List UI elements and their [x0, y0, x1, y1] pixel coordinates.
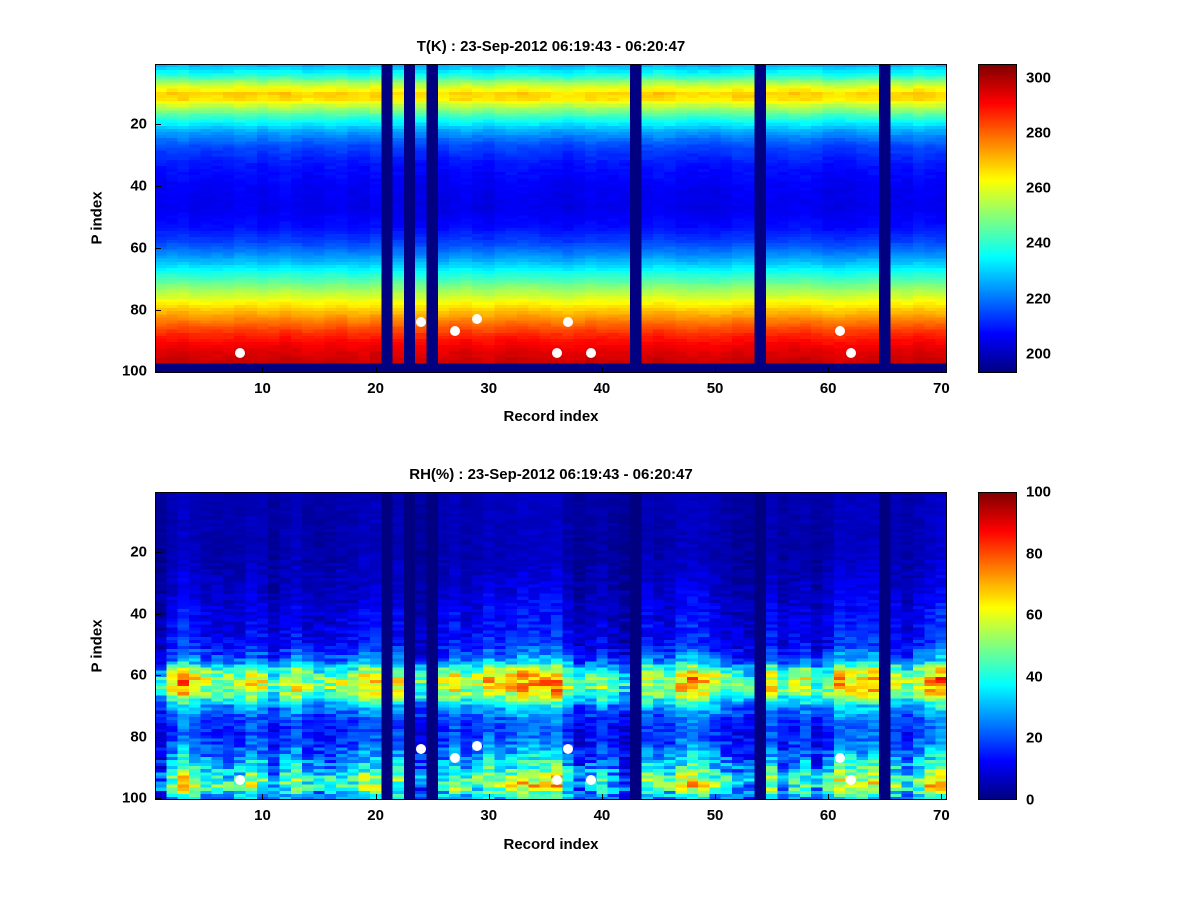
y-tick-label: 20 [130, 543, 147, 561]
data-marker [234, 347, 245, 358]
colorbar-tick-label: 60 [1026, 606, 1043, 624]
colorbar-tick-label: 220 [1026, 290, 1052, 307]
y-tick-mark [155, 124, 161, 126]
x-tick-label: 50 [706, 380, 724, 397]
data-marker [449, 753, 460, 764]
x-tick-mark [941, 367, 943, 373]
colorbar-tick-label: 300 [1026, 69, 1052, 87]
x-tick-label: 20 [367, 380, 384, 397]
y-tick-mark [155, 309, 161, 311]
x-tick-mark [375, 367, 377, 373]
x-tick-label: 70 [932, 807, 950, 824]
y-tick-label: 60 [130, 239, 147, 257]
x-tick-label: 10 [254, 807, 271, 824]
x-tick-label: 30 [480, 807, 498, 824]
y-tick-label: 80 [130, 728, 147, 746]
y-tick-mark [155, 186, 161, 188]
data-marker [551, 347, 562, 358]
x-tick-mark [941, 794, 943, 800]
x-tick-mark [828, 794, 830, 800]
x-tick-label: 50 [706, 807, 724, 824]
data-marker [449, 326, 460, 337]
temperature-heatmap-canvas [155, 64, 947, 373]
colorbar-tick-label: 280 [1026, 124, 1052, 142]
y-tick-label: 20 [130, 115, 147, 133]
colorbar-tick-label: 260 [1026, 179, 1052, 197]
y-tick-mark [155, 371, 161, 373]
y-tick-mark [155, 247, 161, 249]
data-marker [551, 774, 562, 785]
data-marker [585, 774, 596, 785]
x-tick-mark [262, 367, 264, 373]
humidity-heatmap-canvas [155, 492, 947, 800]
data-marker [585, 347, 596, 358]
humidity-plot-title: RH(%) : 23-Sep-2012 06:19:43 - 06:20:47 [409, 466, 693, 483]
data-marker [562, 744, 573, 755]
colorbar-tick-label: 40 [1026, 668, 1043, 686]
y-tick-label: 40 [130, 177, 147, 195]
humidity-x-axis-label: Record index [503, 836, 599, 853]
x-tick-mark [828, 367, 830, 373]
colorbar-tick-label: 100 [1026, 483, 1052, 501]
x-tick-label: 10 [254, 380, 271, 397]
x-tick-label: 40 [593, 807, 611, 824]
data-marker [415, 317, 426, 327]
data-marker [234, 774, 245, 785]
data-marker [834, 753, 845, 764]
y-tick-mark [155, 736, 161, 738]
x-tick-label: 60 [819, 380, 837, 397]
colorbar-tick-label: 20 [1026, 729, 1043, 747]
y-tick-mark [155, 675, 161, 677]
data-marker [472, 741, 483, 752]
data-marker [845, 774, 856, 785]
x-tick-mark [601, 794, 603, 800]
colorbar-tick-label: 0 [1026, 791, 1035, 809]
y-tick-mark [155, 552, 161, 554]
data-marker [562, 317, 573, 327]
humidity-y-axis-label: P index [88, 619, 106, 673]
y-tick-label: 100 [121, 362, 147, 380]
x-tick-mark [375, 794, 377, 800]
y-tick-label: 100 [121, 789, 147, 807]
x-tick-mark [715, 367, 717, 373]
colorbar-tick-label: 80 [1026, 545, 1043, 563]
y-tick-label: 40 [130, 605, 147, 623]
data-marker [472, 313, 483, 324]
data-marker [834, 326, 845, 337]
temperature-x-axis-label: Record index [503, 408, 599, 425]
colorbar-tick-label: 240 [1026, 234, 1052, 252]
temperature-y-axis-label: P index [88, 191, 106, 245]
x-tick-label: 60 [819, 807, 837, 824]
x-tick-mark [488, 367, 490, 373]
y-tick-label: 80 [130, 301, 147, 319]
x-tick-label: 40 [593, 380, 611, 397]
data-marker [845, 347, 856, 358]
temperature-colorbar [978, 64, 1017, 373]
x-tick-label: 70 [932, 380, 950, 397]
colorbar-tick-label: 200 [1026, 345, 1052, 363]
x-tick-label: 20 [367, 807, 384, 824]
y-tick-mark [155, 798, 161, 800]
y-tick-label: 60 [130, 666, 147, 684]
x-tick-mark [488, 794, 490, 800]
x-tick-mark [601, 367, 603, 373]
x-tick-label: 30 [480, 380, 498, 397]
humidity-colorbar [978, 492, 1017, 800]
x-tick-mark [715, 794, 717, 800]
x-tick-mark [262, 794, 264, 800]
y-tick-mark [155, 613, 161, 615]
data-marker [415, 744, 426, 755]
temperature-plot-title: T(K) : 23-Sep-2012 06:19:43 - 06:20:47 [416, 38, 686, 55]
